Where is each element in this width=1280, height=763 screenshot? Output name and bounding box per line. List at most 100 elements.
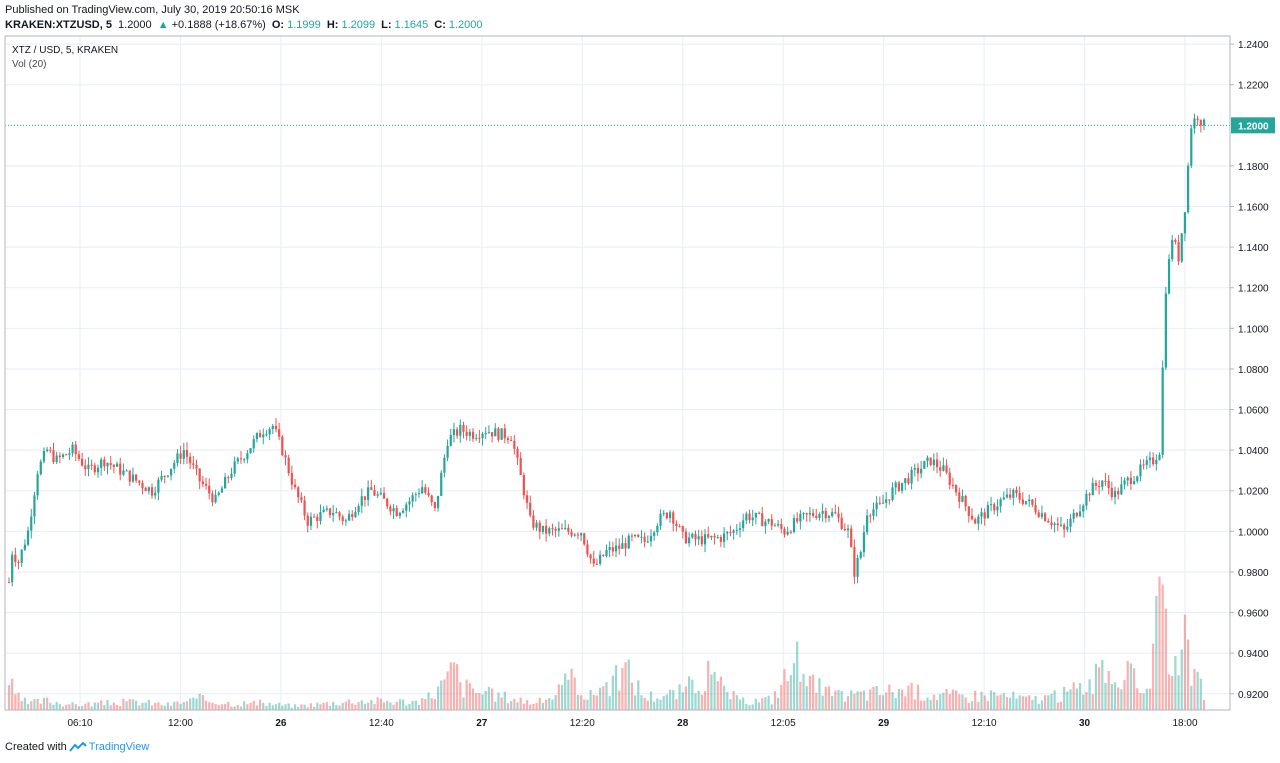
candle-body [284, 455, 287, 458]
volume-bar [573, 677, 576, 710]
candle-body [135, 474, 138, 481]
candle-body [58, 455, 61, 458]
volume-bar [974, 690, 977, 710]
volume-bar [1091, 694, 1094, 710]
volume-bar [316, 702, 319, 710]
candle-body [344, 520, 347, 522]
candle-body [157, 479, 160, 493]
volume-bar [106, 699, 109, 710]
candle-body [11, 554, 14, 583]
volume-bar [201, 695, 204, 710]
candle-body [195, 464, 198, 469]
volume-bar [618, 690, 621, 710]
volume-bar [694, 693, 697, 710]
volume-bar [567, 679, 570, 710]
volume-bar [980, 691, 983, 710]
volume-bar [14, 694, 17, 710]
candle-body [665, 512, 668, 519]
candle-body [980, 512, 983, 517]
volume-bar [1056, 702, 1059, 710]
volume-bar [443, 679, 446, 710]
candle-body [742, 520, 745, 529]
candle-body [297, 487, 300, 498]
volume-bar [68, 704, 71, 710]
candle-body [916, 468, 920, 474]
volume-bar [1047, 695, 1050, 710]
candle-body [840, 517, 843, 529]
candle-body [529, 502, 532, 516]
candle-body [675, 523, 678, 526]
volume-bar [586, 699, 589, 710]
last-price-badge-bg [1231, 117, 1275, 134]
volume-bar [853, 693, 856, 710]
candle-body [894, 482, 897, 488]
x-tick-label: 12:05 [771, 718, 796, 729]
candle-body [357, 505, 360, 513]
candle-body [897, 482, 901, 491]
volume-bar [996, 695, 999, 710]
candle-body [506, 438, 510, 441]
candle-body [554, 528, 557, 531]
volume-bar [672, 690, 675, 710]
volume-bar [1142, 693, 1145, 710]
volume-bar [1040, 700, 1044, 710]
candle-body [119, 463, 122, 475]
candle-body [80, 458, 84, 466]
volume-bar [112, 702, 115, 710]
volume-bar [916, 684, 920, 710]
volume-bar [468, 683, 471, 710]
candle-body [1132, 481, 1136, 484]
volume-bar [878, 694, 881, 710]
candle-body [1063, 524, 1066, 530]
candle-body [373, 489, 376, 496]
candle-body [611, 547, 614, 552]
volume-bar [176, 701, 179, 710]
volume-bar [757, 702, 761, 710]
candle-body [131, 474, 135, 482]
volume-bar [335, 705, 338, 710]
volume-bar [977, 701, 980, 710]
volume-bar [697, 690, 700, 710]
candle-body [490, 432, 494, 437]
volume-bar [1145, 688, 1148, 710]
volume-bar [703, 691, 707, 710]
volume-bar [398, 699, 402, 710]
candle-body [1021, 499, 1024, 504]
volume-bar [738, 699, 742, 710]
volume-bar [764, 697, 767, 710]
volume-bar [449, 662, 452, 710]
candle-body [128, 470, 131, 482]
volume-bar [1088, 679, 1091, 710]
volume-bar [700, 694, 703, 710]
candle-body [112, 464, 115, 467]
candle-body [481, 433, 484, 438]
volume-bar [465, 679, 468, 710]
y-tick-label: 1.2400 [1238, 40, 1269, 51]
volume-bar [866, 700, 869, 710]
volume-bar [529, 704, 532, 710]
candle-body [926, 457, 929, 462]
candle-body [468, 431, 471, 436]
candle-body [1117, 491, 1120, 495]
volume-bar [1018, 695, 1021, 710]
volume-bar [233, 706, 236, 710]
volume-bar [792, 663, 796, 710]
candle-body [786, 531, 789, 535]
candle-body [951, 484, 955, 486]
volume-bar [144, 702, 147, 710]
volume-bar [157, 702, 160, 710]
tradingview-brand[interactable]: TradingView [88, 741, 150, 753]
volume-bar [36, 698, 39, 710]
candle-body [395, 508, 398, 517]
volume-bar [204, 700, 208, 710]
volume-bar [1101, 659, 1104, 710]
volume-bar [421, 698, 424, 710]
candle-body [319, 512, 322, 521]
volume-bar [1180, 649, 1183, 710]
candle-body [338, 512, 341, 517]
volume-bar [726, 692, 729, 710]
volume-bar [344, 701, 347, 710]
candle-body [913, 468, 916, 470]
volume-bar [831, 695, 834, 710]
